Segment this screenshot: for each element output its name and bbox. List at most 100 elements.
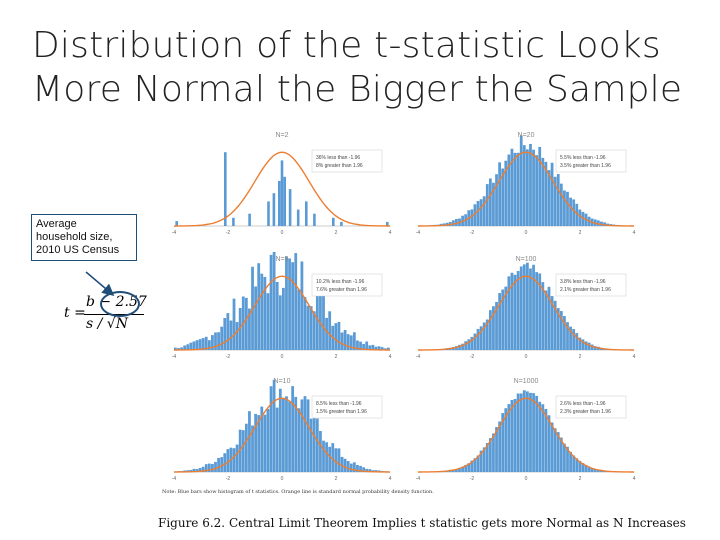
histogram-bar <box>467 463 471 472</box>
x-tick-label: -4 <box>416 230 421 236</box>
histogram-bar <box>569 451 572 472</box>
histogram-bar <box>272 193 276 226</box>
histogram-bar <box>346 461 350 472</box>
histogram-bar <box>547 286 551 350</box>
histogram-bar <box>359 465 362 472</box>
histogram-bar <box>272 379 276 472</box>
annotation-text: 1.5% greater than 1.96 <box>316 409 367 415</box>
histogram-bar <box>584 341 588 350</box>
slide-title: Distribution of the t-statistic Looks Mo… <box>32 24 712 112</box>
histogram-bar <box>550 422 554 472</box>
histogram-bar <box>189 469 193 472</box>
histogram-bar <box>575 333 579 350</box>
histogram-bar <box>547 415 551 472</box>
histogram-bar <box>476 201 480 226</box>
panel-title: N=10 <box>274 378 291 385</box>
histogram-bar <box>229 320 233 350</box>
histogram-bar <box>343 458 347 472</box>
histogram-bar <box>374 346 378 350</box>
histogram-bar <box>282 287 285 350</box>
histogram-bar <box>566 446 569 472</box>
histogram-bar <box>553 428 557 472</box>
annotation-text: 8.5% less than -1.96 <box>316 401 362 407</box>
histogram-bar <box>451 469 455 472</box>
x-tick-label: 4 <box>389 476 392 482</box>
histogram-bar <box>291 262 295 350</box>
histogram-bar <box>260 406 264 472</box>
histogram-bar <box>587 466 591 472</box>
x-tick-label: 2 <box>579 230 582 236</box>
histogram-bar <box>492 182 495 226</box>
x-tick-label: 2 <box>335 476 338 482</box>
histogram-bar <box>544 290 548 350</box>
histogram-bar <box>559 183 563 226</box>
histogram-bar <box>248 308 251 350</box>
histogram-bar <box>581 211 585 226</box>
normal-density-curve <box>418 397 634 473</box>
histogram-bar <box>563 443 566 472</box>
histogram-bar <box>513 152 517 226</box>
histogram-bar <box>473 458 477 472</box>
histogram-bar <box>541 282 545 350</box>
histogram-bar <box>275 281 279 350</box>
histogram-bar <box>593 469 597 472</box>
histogram-bar <box>282 398 285 472</box>
histogram-bar <box>553 300 557 350</box>
histogram-bar <box>455 469 458 472</box>
histogram-bar <box>507 404 511 472</box>
annotation-text: 36% less than -1.96 <box>316 155 360 161</box>
x-tick-label: 4 <box>389 354 392 360</box>
histogram-bar <box>380 347 384 350</box>
histogram-bar <box>507 154 511 226</box>
histogram-bar <box>473 333 477 350</box>
x-tick-label: -4 <box>416 354 421 360</box>
histogram-bar <box>470 209 474 226</box>
annotation-text: 5.5% less than -1.96 <box>560 155 606 161</box>
histogram-bar <box>544 161 548 226</box>
histogram-bar <box>374 470 378 472</box>
histogram-bar <box>303 396 307 472</box>
histogram-bar <box>541 404 545 472</box>
annotation-text: 3.8% less than -1.96 <box>560 279 606 285</box>
histogram-bar <box>278 388 282 472</box>
histogram-bar <box>328 446 332 472</box>
histogram-bar <box>569 197 572 226</box>
histogram-bar <box>488 178 492 226</box>
histogram-bar <box>337 448 341 472</box>
histogram-bar <box>223 453 227 472</box>
histogram-bar <box>386 221 389 226</box>
histogram-bar <box>488 310 492 350</box>
histogram-bar <box>267 201 270 226</box>
histogram-bar <box>291 386 295 472</box>
histogram-bar <box>207 463 211 472</box>
histogram-bar <box>473 204 477 226</box>
histogram-bar <box>356 464 359 472</box>
histogram-bar <box>319 430 322 472</box>
histogram-bar <box>300 261 304 350</box>
histogram-bar <box>519 135 523 226</box>
normal-density-curve <box>418 275 634 351</box>
histogram-bar <box>479 199 483 226</box>
histogram-bar <box>275 407 279 472</box>
histogram-bar <box>278 180 281 226</box>
formula-lhs: t = <box>64 305 86 321</box>
histogram-bar <box>272 252 276 350</box>
histogram-bar <box>340 332 344 350</box>
histogram-bar <box>590 468 594 472</box>
histogram-bar <box>547 170 551 226</box>
histogram-bar <box>470 460 474 472</box>
histogram-bar <box>251 425 254 472</box>
histogram-bar <box>495 427 498 472</box>
annotation-text: 2.3% greater than 1.96 <box>560 409 611 415</box>
histogram-bar <box>306 399 310 472</box>
histogram-bar <box>451 220 455 226</box>
histogram-bar <box>482 447 486 472</box>
histogram-bar <box>280 160 284 226</box>
histogram-bar <box>386 347 390 350</box>
normal-density-curve <box>174 275 390 351</box>
x-tick-label: 2 <box>335 230 338 236</box>
histogram-bar <box>485 319 489 350</box>
histogram-bar <box>535 155 539 226</box>
histogram-bar <box>340 221 343 226</box>
histogram-panel-n10: -4 -2 0 2 4 N=10 8.5% less than -1.96 1.5% grea… <box>166 374 398 486</box>
